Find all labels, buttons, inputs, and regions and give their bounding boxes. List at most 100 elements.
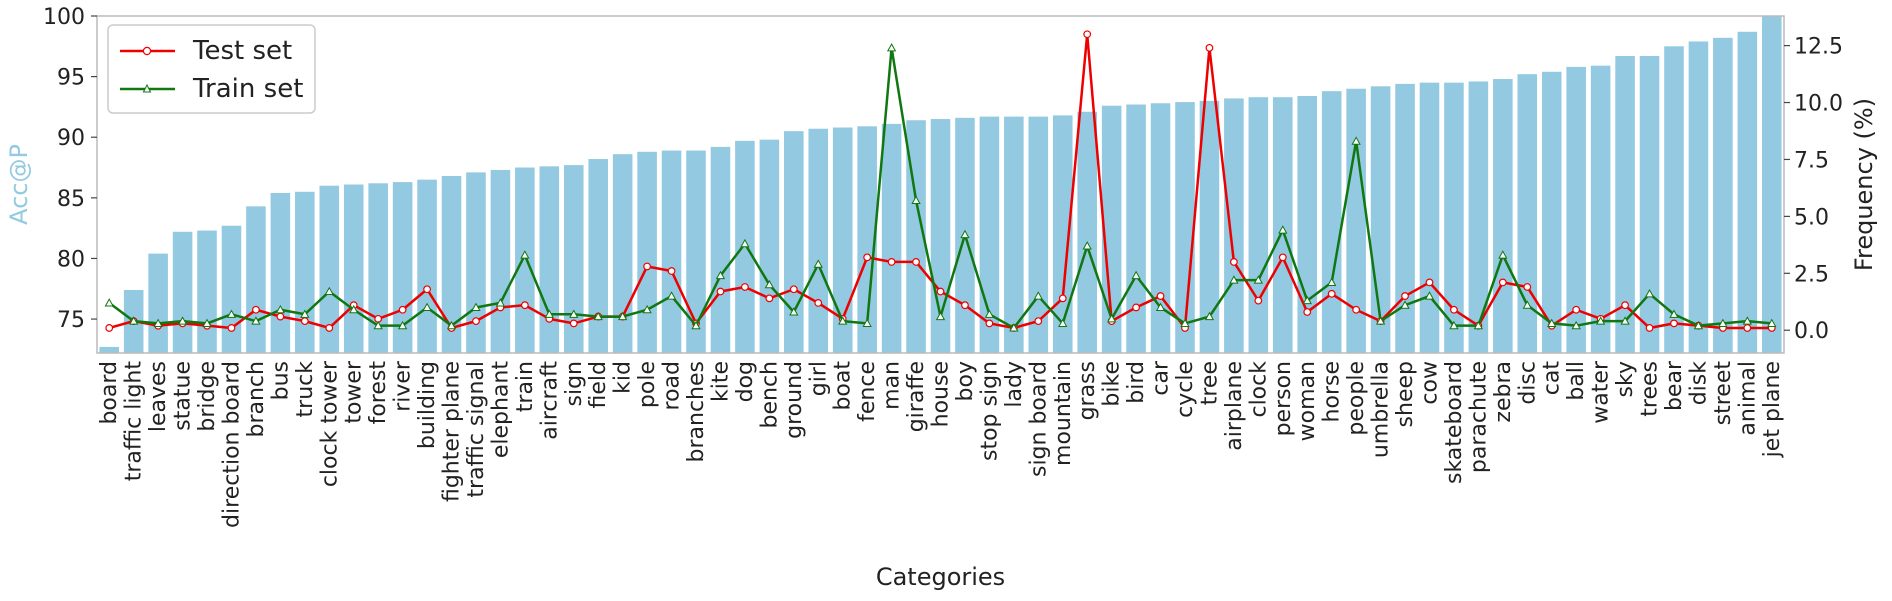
- train-point-direction-board: [226, 309, 237, 318]
- x-tick-label-forest: forest: [366, 361, 391, 425]
- train-point-woman: [1302, 295, 1312, 305]
- train-point-trees: [1644, 288, 1655, 298]
- bar-tree: [1199, 100, 1220, 353]
- train-point-lady: [1009, 323, 1019, 332]
- legend-box: [107, 24, 316, 114]
- train-point-horse: [1327, 277, 1337, 286]
- x-tick-label-clock-tower: clock tower: [317, 360, 342, 487]
- train-point-clock: [1253, 275, 1263, 284]
- test-point-zebra: [1498, 278, 1507, 287]
- test-point-truck: [300, 317, 309, 326]
- test-point-direction-board: [227, 324, 236, 332]
- train-point-tree: [1204, 311, 1215, 321]
- y-axis-label: Acc@P: [5, 144, 33, 225]
- train-point-building: [422, 302, 432, 311]
- x-tick-label-direction-board: direction board: [219, 361, 244, 528]
- test-point-sign-board: [1034, 317, 1043, 326]
- bar-girl: [808, 128, 829, 353]
- test-point-tree: [1205, 43, 1214, 52]
- x-tick-label-leaves: leaves: [146, 361, 171, 432]
- test-point-skateboard: [1450, 305, 1458, 314]
- legend-train-marker: [142, 83, 152, 93]
- x-tick-label-woman: woman: [1295, 361, 1320, 441]
- test-point-man: [887, 258, 896, 266]
- train-point-cycle: [1180, 318, 1190, 327]
- test-point-sign: [569, 319, 578, 328]
- x-tick-label-airplane: airplane: [1222, 361, 1247, 451]
- train-point-kid: [618, 311, 628, 321]
- bar-kite: [710, 146, 731, 353]
- bar-lady: [1004, 116, 1024, 354]
- x-tick-label-kid: kid: [611, 361, 636, 394]
- x-tick-label-car: car: [1149, 360, 1174, 396]
- train-point-traffic-light: [129, 316, 139, 325]
- right-tick-label: 5.0: [1794, 205, 1829, 230]
- x-tick-label-umbrella: umbrella: [1369, 361, 1394, 458]
- train-point-disk: [1693, 320, 1704, 330]
- x-tick-label-sign: sign: [562, 361, 587, 406]
- x-tick-label-building: building: [415, 361, 440, 449]
- train-point-skateboard: [1449, 320, 1459, 330]
- bar-branch: [246, 206, 266, 353]
- x-tick-label-river: river: [391, 360, 416, 412]
- train-point-bench: [764, 279, 775, 289]
- lines-layer: [104, 30, 1777, 332]
- test-point-fence: [863, 253, 872, 262]
- bar-ground: [784, 131, 804, 353]
- bar-airplane: [1224, 98, 1244, 354]
- test-point-bus: [276, 312, 285, 321]
- train-point-ground: [789, 307, 799, 316]
- x-tick-label-bear: bear: [1662, 360, 1687, 411]
- x-tick-label-street: street: [1711, 361, 1736, 426]
- x-tick-label-board: board: [97, 361, 122, 425]
- x-tick-label-man: man: [880, 361, 905, 410]
- bar-cat: [1541, 71, 1562, 353]
- x-tick-label-disk: disk: [1686, 361, 1711, 406]
- right-tick-label: 12.5: [1794, 35, 1843, 60]
- train-point-bird: [1131, 270, 1141, 280]
- bar-water: [1590, 65, 1611, 353]
- left-tick-label: 85: [57, 187, 85, 212]
- bar-pole: [637, 151, 657, 353]
- x-tick-label-statue: statue: [171, 361, 196, 431]
- bar-bike: [1101, 105, 1122, 354]
- bar-mountain: [1052, 115, 1073, 354]
- test-point-board: [105, 324, 114, 332]
- bar-field: [588, 159, 608, 353]
- train-point-truck: [300, 309, 310, 318]
- x-tick-label-mountain: mountain: [1051, 361, 1076, 466]
- x-tick-label-giraffe: giraffe: [904, 361, 929, 432]
- right-tick-label: 0.0: [1794, 319, 1829, 344]
- bar-cow: [1419, 82, 1440, 354]
- x-tick-label-sheep: sheep: [1393, 361, 1418, 427]
- train-point-board: [104, 298, 114, 307]
- x-tick-label-stop-sign: stop sign: [977, 361, 1002, 461]
- x-axis-label: Categories: [876, 563, 1005, 591]
- train-point-sky: [1620, 316, 1630, 325]
- bar-aircraft: [539, 166, 560, 353]
- train-point-boy: [960, 229, 970, 239]
- x-tick-label-disc: disc: [1515, 361, 1540, 405]
- bar-disc: [1517, 74, 1538, 353]
- train-point-car: [1155, 302, 1166, 311]
- test-point-building: [423, 285, 431, 294]
- test-point-disc: [1523, 283, 1532, 291]
- bar-cycle: [1175, 102, 1195, 353]
- train-point-man: [886, 43, 897, 52]
- x-tick-label-sky: sky: [1613, 361, 1638, 397]
- x-tick-label-house: house: [929, 361, 954, 427]
- bar-branches: [686, 150, 706, 353]
- test-point-clock-tower: [325, 324, 334, 332]
- x-tick-label-boy: boy: [953, 361, 978, 401]
- bar-road: [661, 150, 682, 353]
- test-point-people: [1352, 305, 1361, 314]
- bar-train: [515, 167, 535, 353]
- legend-train-label: Train set: [192, 74, 303, 104]
- test-point-person: [1278, 253, 1287, 262]
- train-point-kite: [715, 270, 726, 280]
- x-tick-label-branch: branch: [244, 361, 269, 437]
- train-point-traffic-signal: [471, 302, 481, 311]
- train-point-bus: [275, 304, 286, 314]
- train-point-leaves: [153, 318, 163, 327]
